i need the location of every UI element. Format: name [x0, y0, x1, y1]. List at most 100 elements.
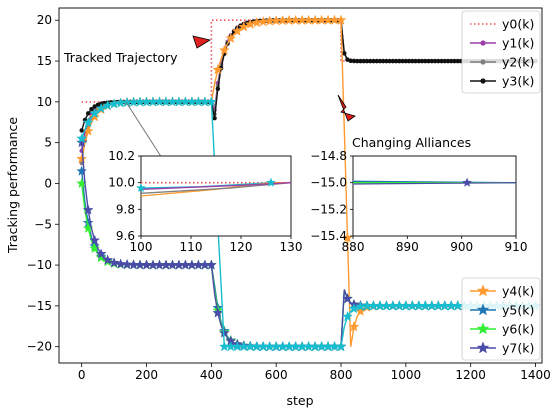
data-point	[384, 58, 389, 64]
data-point	[377, 58, 383, 64]
data-point	[442, 58, 447, 64]
inset-y-tick-label: 9.8	[116, 202, 135, 216]
legend-entry: y2(k)	[502, 55, 534, 70]
data-point	[403, 58, 409, 64]
data-point	[449, 58, 454, 64]
data-point	[108, 257, 120, 268]
legend-marker	[480, 40, 486, 46]
inset-y-tick-label: −15.2	[310, 202, 347, 216]
legend-bottom-right: y4(k) y5(k) y6(k) y7(k)	[461, 277, 541, 361]
data-point	[364, 58, 370, 64]
data-point	[445, 58, 451, 64]
data-point	[348, 302, 360, 314]
data-point	[410, 58, 415, 64]
data-point	[212, 307, 224, 318]
data-point	[95, 248, 107, 259]
data-point	[436, 58, 441, 64]
data-point	[400, 58, 405, 64]
data-point	[212, 63, 224, 75]
inset-x-tick-label: 910	[505, 240, 528, 254]
y-tick-label: −10	[27, 258, 52, 272]
data-point	[397, 58, 402, 64]
x-tick-label: 800	[330, 368, 353, 382]
data-point	[115, 258, 126, 269]
data-point	[76, 132, 88, 144]
data-point	[348, 321, 360, 332]
data-point	[358, 58, 363, 64]
data-point	[79, 128, 84, 133]
main-plot-frame	[58, 7, 543, 364]
x-tick-label: 1400	[520, 368, 550, 382]
data-point	[82, 204, 94, 215]
data-point	[371, 58, 376, 64]
data-point	[393, 58, 399, 64]
data-point	[413, 58, 418, 64]
data-point	[348, 58, 353, 63]
legend-entry: y3(k)	[502, 74, 534, 89]
y-tick-label: 0	[44, 176, 52, 190]
inset-y-tick-label: 9.6	[116, 229, 135, 243]
data-point	[361, 58, 366, 64]
inset-line	[352, 182, 517, 185]
data-point	[92, 104, 97, 109]
legend-marker	[480, 78, 486, 84]
data-point	[342, 51, 347, 56]
data-point	[429, 58, 434, 64]
inset-x-tick-label: 110	[180, 240, 203, 254]
inset-y-tick-label: 10.2	[108, 149, 135, 163]
legend-frame	[461, 277, 541, 361]
y-tick-label: −15	[27, 299, 52, 313]
data-point	[351, 58, 357, 64]
inset-x-tick-label: 900	[450, 240, 473, 254]
data-point	[416, 58, 422, 64]
inset-x-tick-label: 880	[342, 240, 365, 254]
data-point	[342, 293, 353, 304]
legend-entry: y1(k)	[502, 36, 534, 51]
data-point	[335, 14, 347, 25]
y-axis-label: Tracking performance	[5, 117, 20, 254]
data-point	[406, 58, 412, 64]
data-point	[426, 58, 431, 64]
legend-entry: y7(k)	[502, 341, 534, 356]
inset-right: 880 890 900 910 −14.8 −15.0 −15.2 −15.4	[310, 149, 527, 254]
legend-marker	[476, 341, 490, 354]
legend-marker	[476, 303, 490, 316]
inset-y-tick-label: 10.0	[108, 176, 135, 190]
y-tick-label: −5	[34, 217, 52, 231]
data-point	[432, 58, 438, 64]
legend-top-right: y0(k) y1(k) y2(k) y3(k)	[461, 10, 541, 94]
data-point	[215, 86, 221, 91]
data-point	[374, 58, 379, 64]
data-point	[231, 25, 243, 36]
data-point	[205, 259, 217, 270]
inset-data-point	[136, 182, 146, 193]
legend-entry: y4(k)	[502, 284, 534, 299]
data-point	[82, 116, 94, 128]
inset-left: 100 110 120 130 9.6 9.8 10.0 10.2	[108, 149, 302, 254]
data-point	[387, 58, 392, 64]
data-point	[89, 242, 101, 254]
data-point	[95, 102, 107, 114]
data-point	[257, 15, 269, 27]
inset-x-tick-label: 120	[230, 240, 253, 254]
main-axis-ticks: 0 200 400 600 800 1000 1200 1400 −20 −15 −10 −5 0 5 10…	[27, 13, 550, 382]
data-point	[89, 111, 101, 122]
x-tick-label: 600	[265, 368, 288, 382]
data-point	[355, 58, 360, 64]
data-point	[238, 21, 250, 32]
data-point	[76, 136, 88, 148]
red-arrow-icon	[337, 94, 356, 122]
x-axis-label: step	[286, 393, 313, 408]
data-point	[89, 106, 94, 112]
inset-x-tick-label: 890	[396, 240, 419, 254]
data-point	[423, 58, 428, 64]
data-point	[102, 254, 114, 265]
data-point	[439, 58, 444, 64]
data-point	[390, 58, 396, 64]
y-tick-label: 15	[37, 54, 52, 68]
data-point	[452, 58, 457, 64]
data-point	[89, 234, 101, 245]
data-point	[455, 58, 460, 64]
data-point	[225, 32, 237, 44]
